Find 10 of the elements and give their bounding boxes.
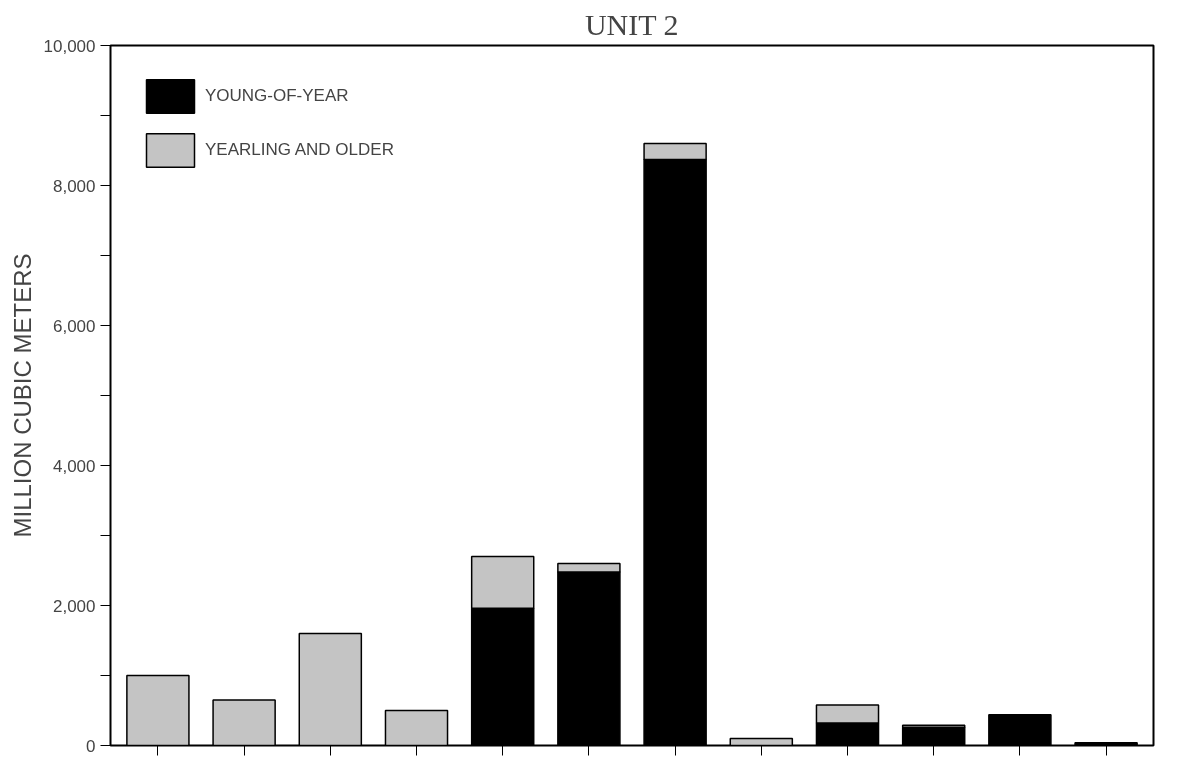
legend-label: YOUNG-OF-YEAR [205, 86, 349, 106]
y-tick-label: 4,000 [52, 456, 96, 476]
y-tick-label: 2,000 [52, 596, 96, 616]
y-tick-label: 8,000 [52, 176, 96, 196]
chart-title: UNIT 2 [584, 7, 679, 41]
y-tick-label: 0 [86, 736, 96, 756]
y-tick-label: 6,000 [52, 316, 96, 336]
legend-label: YEARLING AND OLDER [205, 140, 394, 160]
y-tick-label: 10,000 [43, 36, 96, 56]
y-axis-title: MILLION CUBIC METERS [8, 253, 36, 538]
